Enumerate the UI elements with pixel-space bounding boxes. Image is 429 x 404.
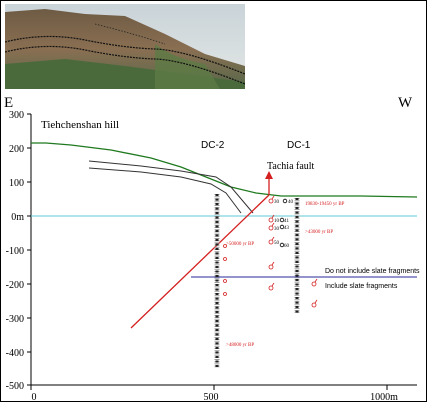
fault-arrow-head — [265, 171, 273, 179]
y-tick-label: 200 — [9, 144, 24, 155]
y-tick-label: 0m — [11, 212, 24, 223]
date-label: >50000 yr BP — [226, 242, 254, 247]
sample-number: 50 — [274, 241, 280, 246]
legend-with-slate: Include slate fragments — [325, 283, 398, 290]
y-tick-label: -300 — [6, 314, 24, 325]
sample-number: 10 — [274, 219, 280, 224]
fault-label: Tachia fault — [267, 161, 315, 172]
x-tick-label: 0 — [32, 392, 37, 403]
y-ticks — [27, 113, 31, 386]
outcrop-photo-drawing — [5, 4, 245, 89]
y-tick-label: -400 — [6, 348, 24, 359]
hill-label: Tiehchenshan hill — [41, 119, 119, 131]
sample-number: 41 — [284, 219, 290, 224]
east-label: E — [4, 95, 13, 111]
borehole-label-dc1: DC-1 — [287, 140, 311, 151]
sample-number: 43 — [284, 226, 290, 231]
sample-number: 40 — [288, 200, 294, 205]
sample-number: 30 — [274, 200, 280, 205]
date-label: >48000 yr BP — [226, 343, 254, 348]
west-label: W — [398, 95, 413, 111]
y-tick-label: 300 — [9, 110, 24, 121]
legend-no-slate: Do not include slate fragments — [325, 268, 420, 275]
x-tick-label: 1000m — [370, 392, 398, 403]
bedding-line-lower — [88, 167, 242, 214]
sample-number: 60 — [284, 244, 290, 249]
date-label: >43000 yr BP — [305, 230, 333, 235]
topography-line — [31, 142, 418, 198]
outcrop-photo — [5, 4, 245, 89]
sample-markers-red — [223, 195, 318, 308]
x-ticks — [30, 385, 388, 390]
y-tick-label: -500 — [6, 381, 24, 392]
x-tick-label: 500 — [204, 392, 219, 403]
y-tick-label: -100 — [6, 246, 24, 257]
sample-number: 30 — [274, 227, 280, 232]
date-label: 19830-19450 yr BP — [305, 202, 345, 207]
y-tick-label: -200 — [6, 280, 24, 291]
tachia-fault-line — [130, 194, 270, 329]
sample-markers-black — [279, 198, 288, 248]
borehole-label-dc2: DC-2 — [201, 140, 225, 151]
bedding-line-upper — [88, 160, 254, 214]
y-tick-label: 100 — [9, 178, 24, 189]
